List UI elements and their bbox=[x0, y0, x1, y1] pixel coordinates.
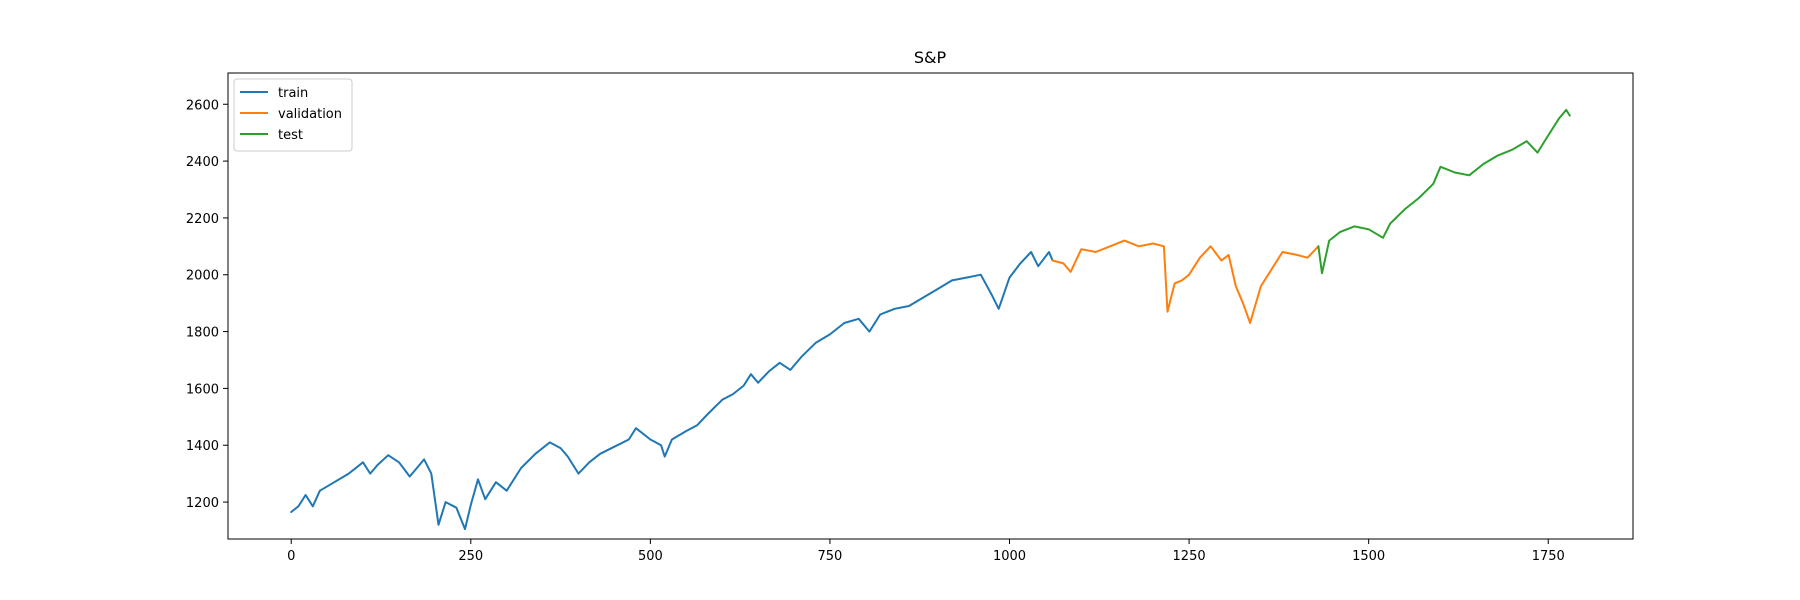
y-tick-label: 1800 bbox=[186, 326, 219, 341]
x-tick-label: 1750 bbox=[1532, 549, 1565, 564]
y-tick-label: 2000 bbox=[186, 269, 219, 284]
legend-label-validation: validation bbox=[278, 107, 342, 122]
x-tick-label: 500 bbox=[638, 549, 663, 564]
x-tick-label: 1250 bbox=[1173, 549, 1206, 564]
legend-label-test: test bbox=[278, 128, 303, 143]
y-tick-label: 1400 bbox=[186, 439, 219, 454]
series-line-validation bbox=[1051, 239, 1320, 324]
y-tick-label: 1200 bbox=[186, 496, 219, 511]
x-tick-label: 750 bbox=[818, 549, 843, 564]
series-line-train bbox=[290, 251, 1054, 531]
series-line-test bbox=[1317, 108, 1571, 275]
legend: train validation test bbox=[233, 78, 353, 152]
legend-label-train: train bbox=[278, 86, 308, 101]
y-tick-label: 2600 bbox=[186, 98, 219, 113]
plot-series bbox=[290, 108, 1571, 531]
chart-title: S&P bbox=[914, 48, 947, 67]
x-tick-label: 1000 bbox=[993, 549, 1026, 564]
y-tick-label: 2400 bbox=[186, 155, 219, 170]
y-tick-label: 1600 bbox=[186, 382, 219, 397]
y-tick-label: 2200 bbox=[186, 212, 219, 227]
x-tick-label: 1500 bbox=[1352, 549, 1385, 564]
plot-frame bbox=[227, 72, 1634, 540]
x-tick-label: 0 bbox=[287, 549, 295, 564]
x-axis: 0 250 500 750 1000 1250 1500 1750 bbox=[287, 539, 1565, 564]
x-tick-label: 250 bbox=[458, 549, 483, 564]
y-axis: 1200 1400 1600 1800 2000 2200 2400 2600 bbox=[186, 98, 228, 511]
